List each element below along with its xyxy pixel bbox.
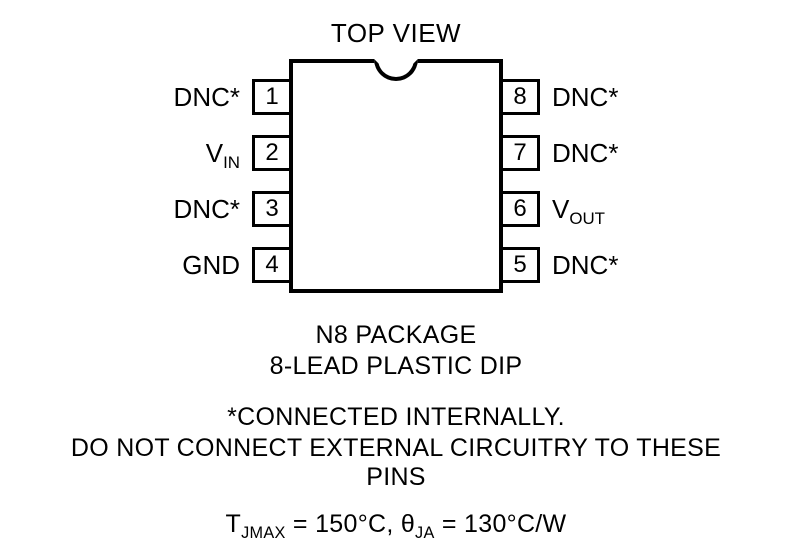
pin-number-box: 2 bbox=[252, 135, 292, 171]
note-line2: DO NOT CONNECT EXTERNAL CIRCUITRY TO THE… bbox=[56, 434, 736, 492]
pin-label: DNC* bbox=[552, 82, 618, 113]
pin-5: 5 DNC* bbox=[503, 247, 736, 283]
pin-label: VIN bbox=[206, 138, 240, 169]
pin-number-box: 4 bbox=[252, 247, 292, 283]
pin-label: VOUT bbox=[552, 194, 605, 225]
package-desc: 8-LEAD PLASTIC DIP bbox=[56, 352, 736, 381]
package-name: N8 PACKAGE bbox=[56, 321, 736, 350]
chip-area: DNC* 1 VIN 2 DNC* 3 GND 4 8 DNC* 7 DNC* 6 VOUT 5 DNC* bbox=[56, 59, 736, 319]
note-line1: *CONNECTED INTERNALLY. bbox=[56, 403, 736, 432]
pin-4: GND 4 bbox=[56, 247, 289, 283]
pin-label: DNC* bbox=[552, 250, 618, 281]
pinout-diagram: TOP VIEW DNC* 1 VIN 2 DNC* 3 GND 4 8 DNC* 7 DNC* 6 VO… bbox=[56, 0, 736, 539]
pin-number-box: 1 bbox=[252, 79, 292, 115]
top-view-label: TOP VIEW bbox=[56, 18, 736, 49]
pin-label: DNC* bbox=[174, 82, 240, 113]
theta-ja-value: 130°C/W bbox=[464, 510, 566, 538]
pin-number-box: 7 bbox=[500, 135, 540, 171]
pin-number-box: 5 bbox=[500, 247, 540, 283]
pin-number-box: 6 bbox=[500, 191, 540, 227]
pin-1: DNC* 1 bbox=[56, 79, 289, 115]
pin-label: DNC* bbox=[552, 138, 618, 169]
tjmax-value: 150°C bbox=[315, 510, 386, 538]
pin-7: 7 DNC* bbox=[503, 135, 736, 171]
pin-6: 6 VOUT bbox=[503, 191, 736, 227]
orientation-notch-icon bbox=[374, 59, 418, 81]
pin-number-box: 3 bbox=[252, 191, 292, 227]
thermal-ratings: TJMAX = 150°C, θJA = 130°C/W bbox=[56, 510, 736, 539]
pin-label: DNC* bbox=[174, 194, 240, 225]
pin-2: VIN 2 bbox=[56, 135, 289, 171]
pin-3: DNC* 3 bbox=[56, 191, 289, 227]
pin-number-box: 8 bbox=[500, 79, 540, 115]
chip-body bbox=[289, 59, 503, 293]
pin-8: 8 DNC* bbox=[503, 79, 736, 115]
pin-label: GND bbox=[182, 250, 240, 281]
